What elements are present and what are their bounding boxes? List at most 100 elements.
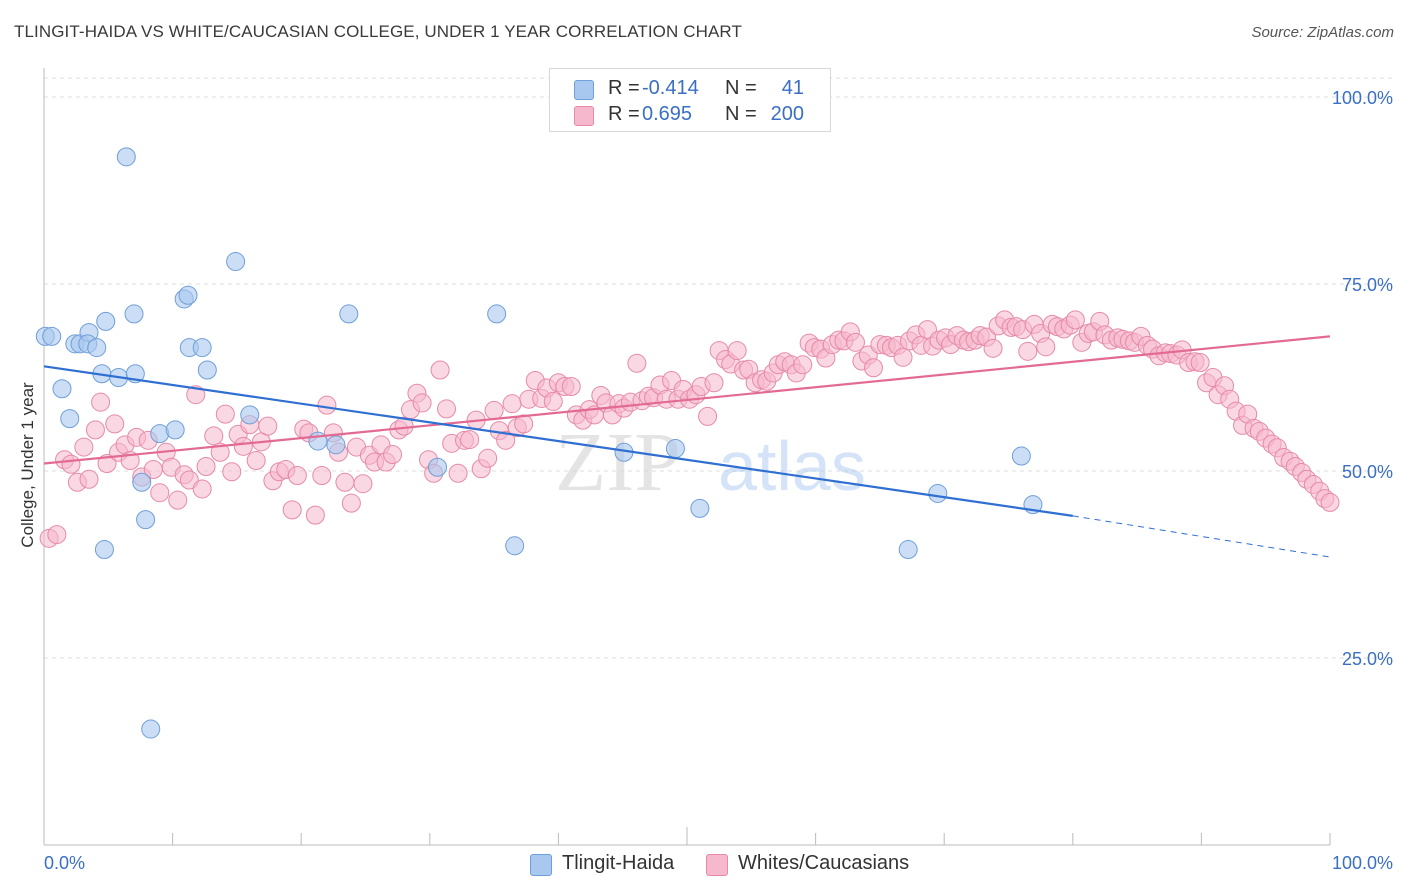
data-point-tlingit	[132, 472, 152, 492]
data-point-whites	[704, 373, 724, 393]
data-point-tlingit	[665, 439, 685, 459]
data-point-whites	[1036, 337, 1056, 357]
legend-n-value: 200	[770, 103, 804, 125]
data-point-whites	[246, 451, 266, 471]
legend-n-label: N =	[725, 77, 757, 99]
data-point-tlingit	[136, 510, 156, 530]
watermark-atlas: atlas	[718, 427, 866, 505]
series-whites-points	[39, 310, 1340, 548]
data-point-whites	[727, 341, 747, 361]
watermark: ZIP atlas	[555, 416, 866, 509]
trend-line-tlingit	[43, 365, 1073, 517]
source-label: Source: ZipAtlas.com	[1251, 24, 1394, 41]
data-point-whites	[61, 454, 81, 474]
data-point-whites	[258, 416, 278, 436]
x-tick-label: 0.0%	[44, 853, 85, 873]
chart-title: TLINGIT-HAIDA VS WHITE/CAUCASIAN COLLEGE…	[14, 22, 742, 41]
y-axis-label: College, Under 1 year	[18, 382, 37, 548]
tick-labels: 25.0% 50.0% 75.0% 100.0% 0.0% 100.0%	[44, 88, 1393, 873]
data-point-tlingit	[240, 405, 260, 425]
data-point-whites	[478, 448, 498, 468]
legend: R = -0.414 N = 41 R = 0.695 N = 200	[549, 68, 831, 132]
data-point-whites	[233, 436, 253, 456]
data-point-whites	[210, 442, 230, 462]
legend-r-label: R =	[608, 77, 640, 99]
data-point-tlingit	[428, 457, 448, 477]
data-point-whites	[383, 445, 403, 465]
data-point-whites	[502, 394, 522, 414]
data-point-whites	[460, 430, 480, 450]
data-point-tlingit	[60, 409, 80, 429]
data-point-tlingit	[197, 360, 217, 380]
data-point-tlingit	[141, 719, 161, 739]
trend-lines	[43, 335, 1331, 558]
data-point-whites	[448, 463, 468, 483]
data-point-whites	[79, 469, 99, 489]
data-point-whites	[74, 437, 94, 457]
data-point-whites	[561, 376, 581, 396]
data-point-whites	[215, 404, 235, 424]
data-point-tlingit	[87, 338, 107, 358]
data-point-whites	[484, 400, 504, 420]
data-point-tlingit	[116, 147, 136, 167]
watermark-zip: ZIP	[555, 416, 681, 509]
data-point-tlingit	[690, 498, 710, 518]
data-point-whites	[91, 392, 111, 412]
data-point-tlingit	[192, 338, 212, 358]
data-point-tlingit	[52, 379, 72, 399]
trend-line-whites	[43, 335, 1331, 465]
legend-n-label: N =	[725, 103, 757, 125]
data-point-tlingit	[96, 311, 116, 331]
data-point-whites	[192, 479, 212, 499]
data-point-tlingit	[94, 540, 114, 560]
legend-r-value: -0.414	[642, 77, 699, 99]
legend-n-value: 41	[781, 77, 804, 99]
data-point-whites	[341, 493, 361, 513]
data-point-whites	[983, 338, 1003, 358]
data-point-whites	[1065, 310, 1085, 330]
y-tick-label: 100.0%	[1332, 88, 1393, 108]
legend-swatch-whites	[574, 106, 594, 126]
bottom-legend: Tlingit-Haida Whites/Caucasians	[0, 852, 1406, 878]
data-point-tlingit	[326, 435, 346, 455]
data-point-whites	[85, 420, 105, 440]
data-point-tlingit	[1011, 446, 1031, 466]
data-point-whites	[793, 355, 813, 375]
y-tick-label: 75.0%	[1342, 275, 1393, 295]
data-point-whites	[845, 332, 865, 352]
legend-swatch-tlingit	[574, 80, 594, 100]
trend-line-tlingit-extension	[1072, 515, 1331, 558]
data-point-whites	[1320, 492, 1340, 512]
data-point-tlingit	[178, 285, 198, 305]
data-point-whites	[204, 426, 224, 446]
data-point-tlingit	[226, 252, 246, 272]
data-point-tlingit	[42, 326, 62, 346]
data-point-tlingit	[505, 536, 525, 556]
data-point-whites	[893, 347, 913, 367]
data-point-whites	[863, 358, 883, 378]
data-point-whites	[1190, 353, 1210, 373]
y-tick-label: 50.0%	[1342, 462, 1393, 482]
data-point-whites	[305, 505, 325, 525]
data-point-whites	[222, 462, 242, 482]
y-tick-label: 25.0%	[1342, 649, 1393, 669]
bottom-legend-swatch-tlingit	[530, 854, 552, 876]
data-point-tlingit	[928, 483, 948, 503]
data-point-whites	[317, 395, 337, 415]
data-point-tlingit	[898, 540, 918, 560]
data-point-whites	[105, 414, 125, 434]
data-point-whites	[514, 414, 534, 434]
data-point-whites	[196, 457, 216, 477]
data-point-whites	[412, 393, 432, 413]
data-point-tlingit	[339, 304, 359, 324]
data-point-whites	[282, 500, 302, 520]
data-point-whites	[627, 353, 647, 373]
data-point-whites	[353, 474, 373, 494]
data-point-whites	[97, 454, 117, 474]
data-point-tlingit	[165, 420, 185, 440]
data-point-whites	[698, 406, 718, 426]
data-point-whites	[437, 399, 457, 419]
axes	[43, 68, 1331, 846]
bottom-legend-swatch-whites	[706, 854, 728, 876]
